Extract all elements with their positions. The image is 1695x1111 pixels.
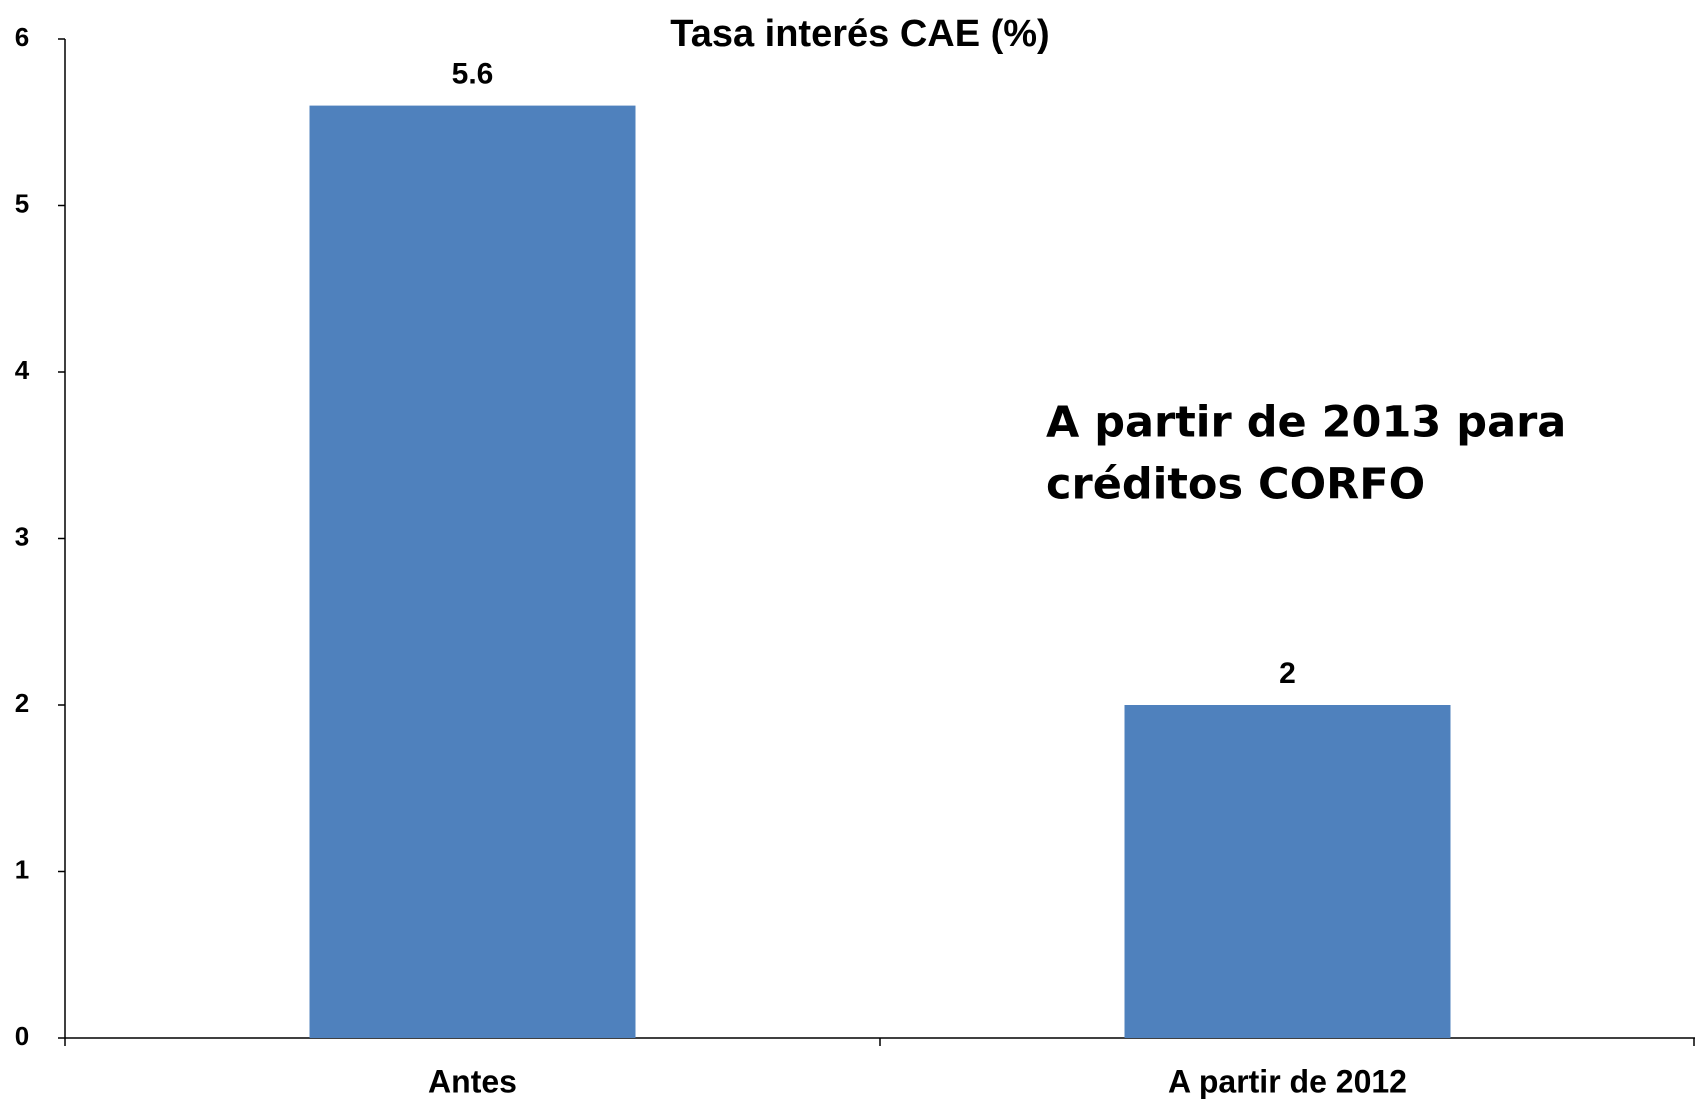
- x-tick-label: Antes: [428, 1063, 517, 1099]
- y-tick-label: 0: [15, 1021, 29, 1051]
- y-tick-label: 5: [15, 188, 29, 218]
- y-tick-label: 3: [15, 521, 29, 551]
- y-tick-label: 4: [15, 355, 30, 385]
- bar: [1124, 705, 1451, 1038]
- value-label: 5.6: [452, 58, 494, 91]
- chart-title: Tasa interés CAE (%): [670, 13, 1049, 55]
- annotation: créditos CORFO: [1046, 460, 1425, 510]
- bar: [309, 105, 636, 1039]
- x-tick-label: A partir de 2012: [1168, 1063, 1407, 1099]
- y-tick-label: 6: [15, 22, 29, 52]
- value-label: 2: [1279, 657, 1296, 690]
- y-tick-label: 2: [15, 688, 29, 718]
- y-tick-label: 1: [15, 854, 29, 884]
- annotation: A partir de 2013 para: [1046, 398, 1566, 448]
